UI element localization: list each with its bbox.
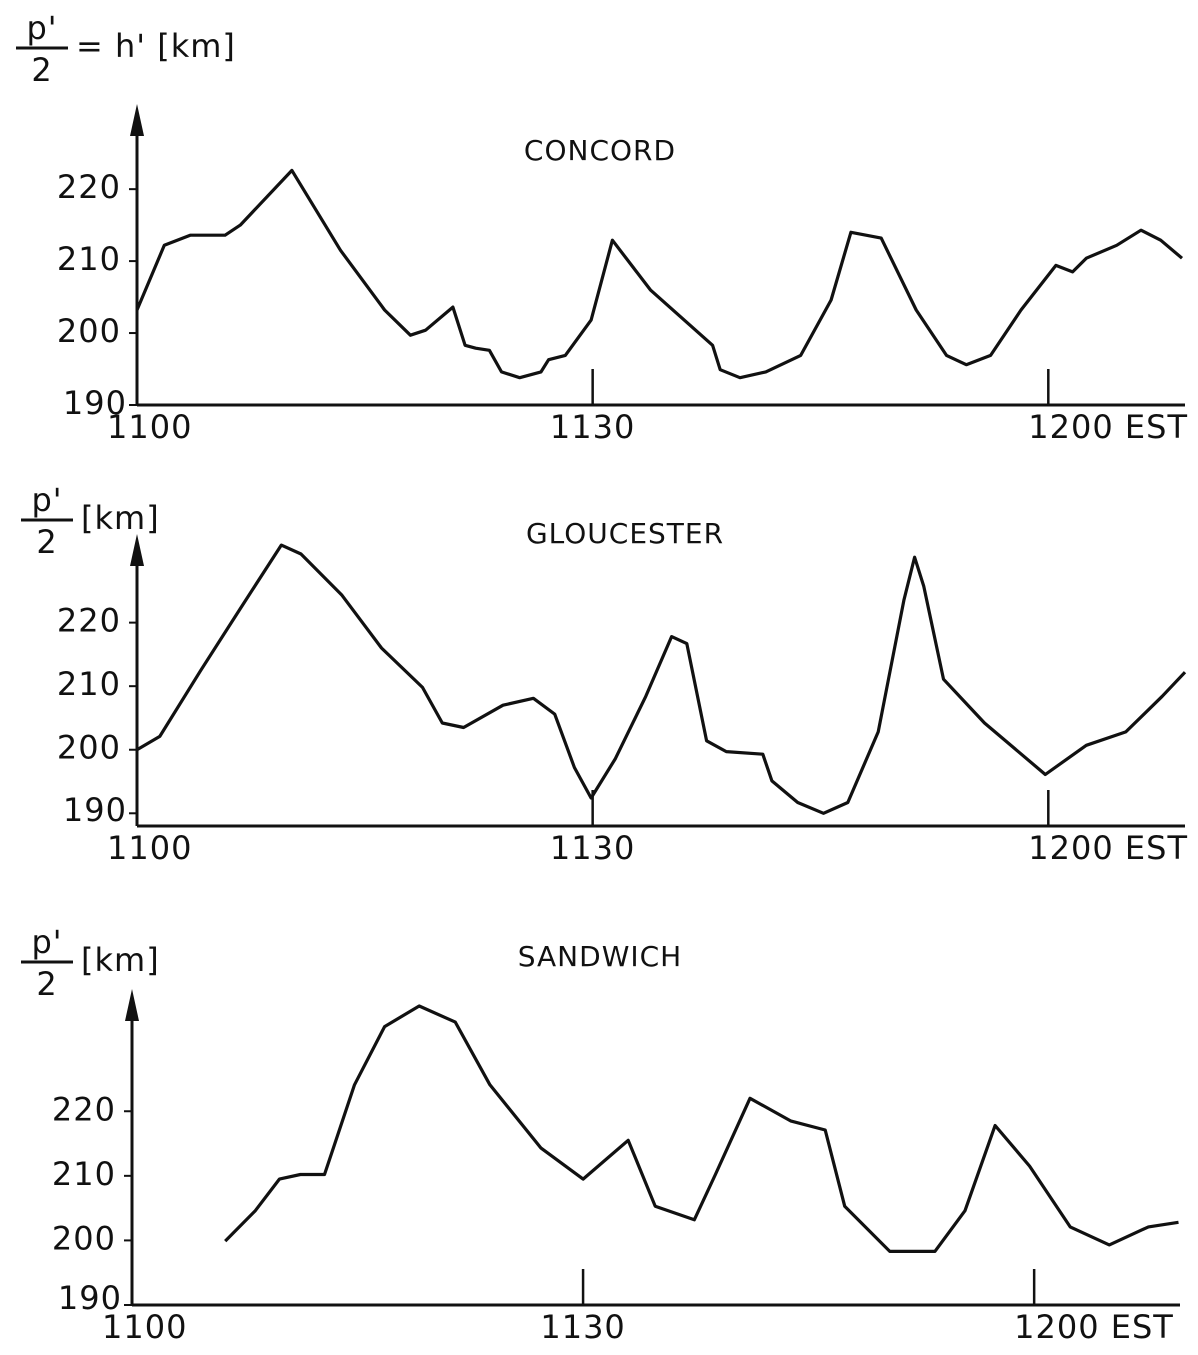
y-tick-label: 210 [57, 665, 121, 703]
x-tick-label: 1200 EST [1028, 829, 1188, 867]
x-tick-label: 1130 [550, 408, 635, 446]
y-label-denominator: 2 [31, 51, 52, 89]
y-label-suffix: [km] [81, 941, 160, 979]
y-tick-label: 200 [57, 312, 121, 350]
y-label-denominator: 2 [36, 965, 57, 1003]
chart-title: CONCORD [524, 134, 676, 167]
y-label-denominator: 2 [36, 523, 57, 561]
y-tick-label: 190 [63, 384, 127, 422]
y-tick-label: 210 [57, 240, 121, 278]
x-tick-label: 1100 [107, 408, 192, 446]
y-axis-arrow [130, 104, 144, 136]
y-axis-arrow [130, 534, 144, 566]
y-tick-label: 200 [52, 1219, 116, 1257]
y-label-suffix: [km] [81, 499, 160, 537]
x-tick-label: 1100 [102, 1308, 187, 1346]
data-line [224, 1004, 1179, 1253]
panel: CONCORD p' 2 = h' [km] 190 200 210 220 1100 1130 1… [16, 9, 1188, 446]
x-tick-label: 1100 [107, 829, 192, 867]
y-label-numerator: p' [31, 923, 62, 961]
y-label-numerator: p' [31, 481, 62, 519]
y-axis-arrow [125, 989, 139, 1021]
y-tick-label: 190 [63, 791, 127, 829]
y-tick-label: 220 [57, 168, 121, 206]
data-line [136, 543, 1187, 815]
y-tick-label: 220 [57, 602, 121, 640]
x-tick-label: 1200 EST [1028, 408, 1188, 446]
y-tick-label: 190 [58, 1279, 122, 1317]
chart-title: GLOUCESTER [526, 517, 724, 550]
y-tick-label: 210 [52, 1155, 116, 1193]
data-line [135, 168, 1184, 380]
y-tick-label: 220 [52, 1090, 116, 1128]
x-tick-label: 1130 [540, 1308, 625, 1346]
panel: SANDWICH p' 2 [km] 190 200 210 220 1100 1130 1200 … [21, 923, 1180, 1346]
panel: GLOUCESTER p' 2 [km] 190 200 210 220 1100 1130 120… [21, 481, 1188, 867]
chart-title: SANDWICH [518, 940, 683, 973]
y-tick-label: 200 [57, 729, 121, 767]
x-tick-label: 1130 [550, 829, 635, 867]
y-label-suffix: = h' [km] [76, 27, 236, 65]
x-tick-label: 1200 EST [1014, 1308, 1174, 1346]
y-label-numerator: p' [26, 9, 57, 47]
